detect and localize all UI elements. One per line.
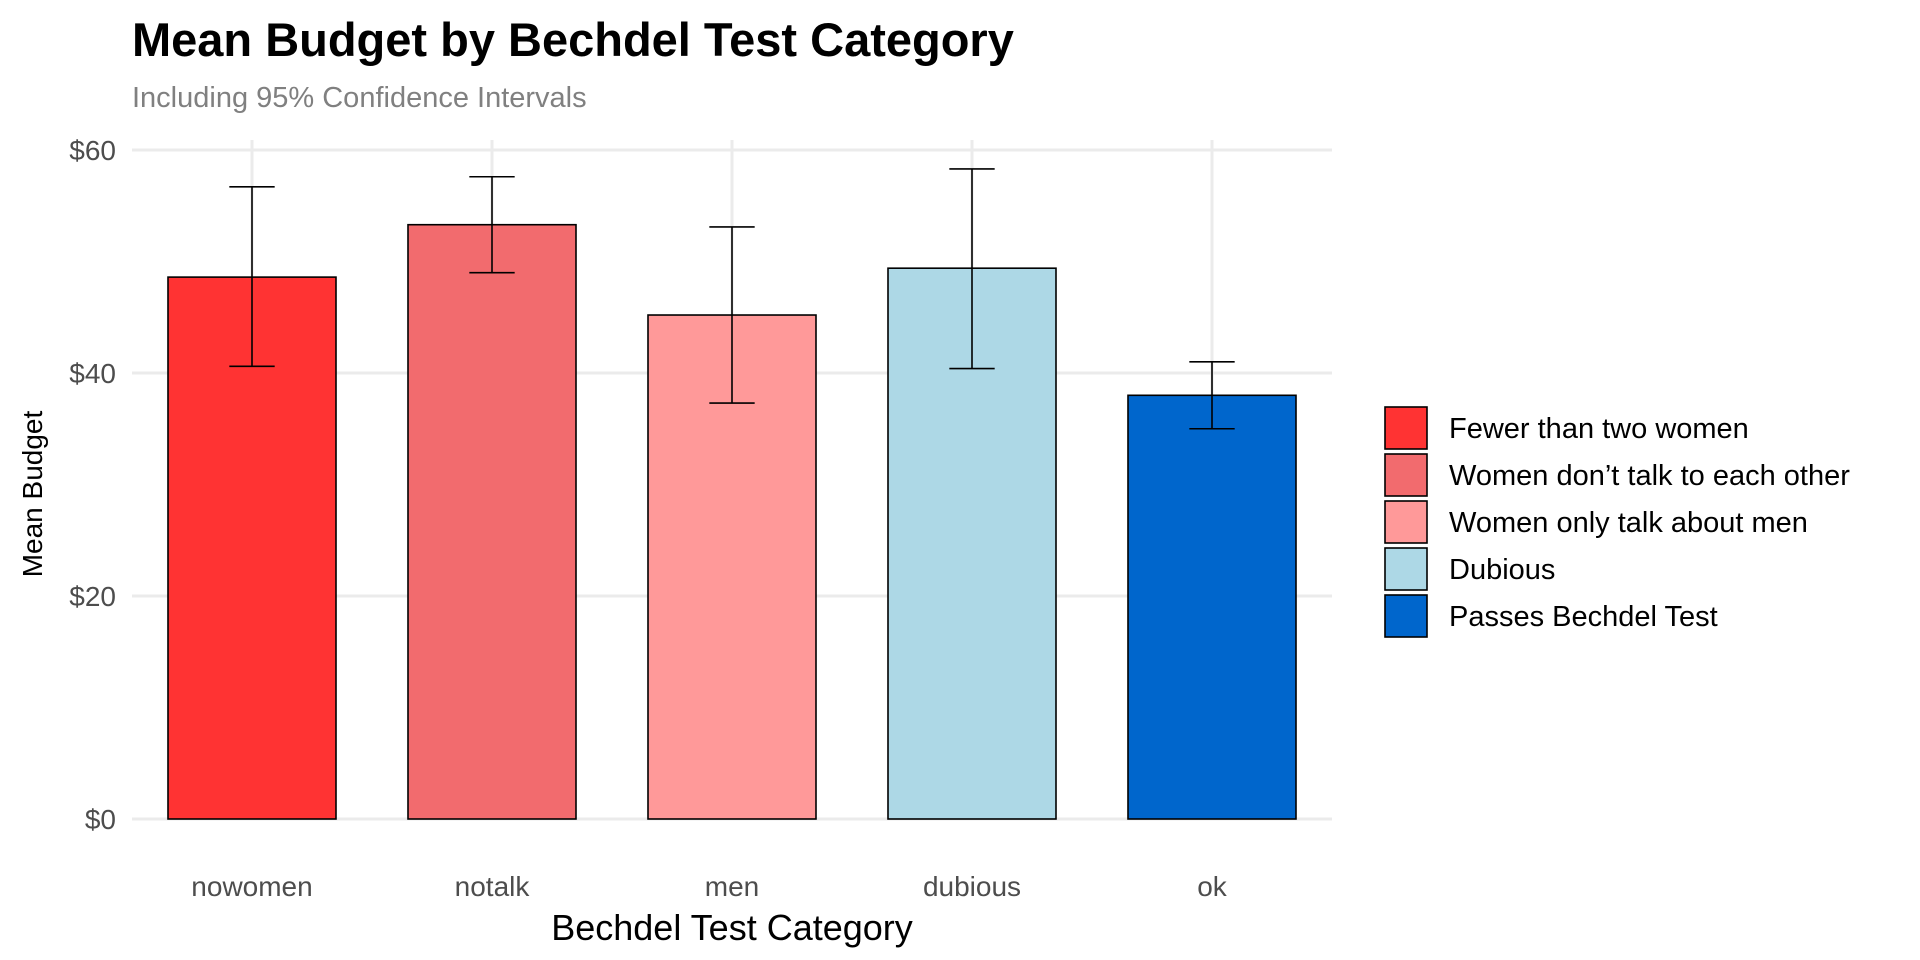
x-tick-label: nowomen	[191, 871, 312, 902]
y-tick-label: $20	[69, 581, 116, 612]
bar-ok	[1127, 394, 1297, 820]
y-tick-label: $0	[85, 804, 116, 835]
legend-label: Women only talk about men	[1449, 507, 1808, 539]
chart-subtitle: Including 95% Confidence Intervals	[132, 82, 587, 114]
error-bar-nowomen	[229, 185, 275, 368]
y-tick-label: $40	[69, 358, 116, 389]
x-tick-label: dubious	[923, 871, 1021, 902]
chart-title: Mean Budget by Bechdel Test Category	[132, 13, 1014, 66]
legend-item: Fewer than two women	[1384, 406, 1749, 450]
error-bar-ok	[1189, 361, 1235, 430]
x-axis: nowomen notalk men dubious ok	[191, 871, 1227, 902]
legend-swatch	[1384, 547, 1428, 591]
error-bar-dubious	[949, 168, 995, 370]
legend-label: Passes Bechdel Test	[1449, 601, 1718, 633]
legend-label: Dubious	[1449, 554, 1555, 586]
legend-swatch	[1384, 500, 1428, 544]
legend-label: Fewer than two women	[1449, 413, 1749, 445]
error-bar-men	[709, 226, 755, 404]
legend-swatch	[1384, 594, 1428, 638]
legend-item: Women don’t talk to each other	[1384, 453, 1850, 497]
legend-item: Passes Bechdel Test	[1384, 594, 1718, 638]
bar-nowomen	[167, 276, 337, 820]
x-axis-title: Bechdel Test Category	[551, 907, 913, 948]
bar-notalk	[407, 223, 577, 820]
legend-label: Women don’t talk to each other	[1449, 460, 1850, 492]
legend: Fewer than two women Women don’t talk to …	[1384, 406, 1850, 638]
legend-item: Women only talk about men	[1384, 500, 1808, 544]
legend-swatch	[1384, 453, 1428, 497]
error-bar-notalk	[469, 175, 515, 274]
legend-swatch	[1384, 406, 1428, 450]
x-tick-label: ok	[1197, 871, 1228, 902]
y-axis: $0 $20 $40 $60	[69, 135, 116, 835]
error-bars	[229, 168, 1235, 430]
x-tick-label: men	[705, 871, 759, 902]
y-tick-label: $60	[69, 135, 116, 166]
y-axis-title: Mean Budget	[17, 411, 48, 578]
legend-item: Dubious	[1384, 547, 1555, 591]
bars	[167, 223, 1297, 820]
x-tick-label: notalk	[455, 871, 531, 902]
